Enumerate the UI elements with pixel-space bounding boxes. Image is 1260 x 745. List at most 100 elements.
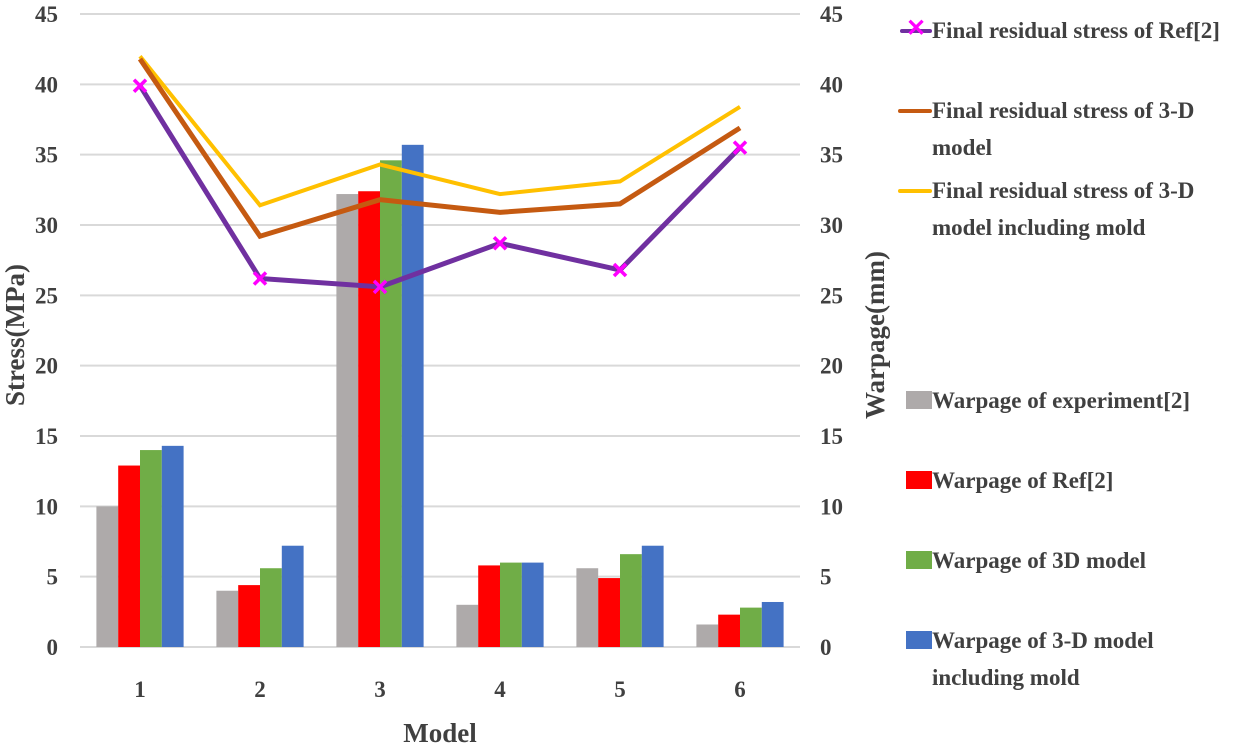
bar [500, 562, 522, 647]
legend-item-3d-warpage[interactable]: Warpage of 3D model [880, 548, 1252, 579]
y-tick-label-left: 15 [35, 424, 58, 449]
bar [336, 194, 359, 647]
bar [118, 465, 140, 647]
legend: ✕ Final residual stress of Ref[2] Final … [880, 0, 1260, 745]
x-marker-stroke [492, 236, 508, 251]
legend-line-swatch [898, 189, 932, 193]
legend-item-3d-mold-stress[interactable]: Final residual stress of 3-D model inclu… [880, 178, 1252, 246]
y-tick-label-right: 35 [820, 143, 843, 168]
x-marker-stroke [252, 271, 268, 286]
y-tick-label-left: 5 [47, 565, 59, 590]
y-axis-title-left: Stress(MPa) [0, 264, 30, 406]
legend-box-swatch [906, 551, 932, 569]
y-tick-label-left: 10 [35, 494, 58, 519]
bar [161, 445, 184, 647]
bars [96, 144, 784, 648]
y-tick-label-left: 45 [35, 2, 58, 27]
legend-label: Final residual stress of 3-D model inclu… [932, 178, 1195, 240]
y-tick-label-right: 40 [820, 72, 843, 97]
line-icon [880, 178, 932, 204]
lines [137, 54, 742, 290]
y-tick-label-right: 25 [820, 283, 843, 308]
y-tick-label-left: 20 [35, 354, 58, 379]
legend-label: Final residual stress of Ref[2] [932, 18, 1220, 43]
x-marker [252, 271, 268, 286]
x-marker-stroke [372, 279, 388, 295]
square-icon [880, 548, 932, 574]
legend-label: Warpage of Ref[2] [932, 468, 1114, 493]
square-icon [880, 388, 932, 414]
y-tick-label-left: 25 [35, 283, 58, 308]
bar [521, 562, 544, 647]
legend-label: Warpage of 3D model [932, 548, 1147, 573]
legend-label: Final residual stress of 3-D model [932, 98, 1195, 160]
x-tick-label: 5 [614, 677, 626, 702]
series-line [137, 84, 742, 290]
x-tick-label: 1 [134, 677, 146, 702]
x-marker [612, 262, 628, 278]
x-marker-stroke [732, 140, 748, 155]
legend-box-swatch [906, 631, 932, 649]
legend-item-3d-mold-warpage[interactable]: Warpage of 3-D model including mold [880, 628, 1192, 696]
markers [132, 78, 748, 295]
bar [761, 601, 784, 647]
bar [260, 568, 282, 647]
y-tick-label-right: 5 [820, 565, 832, 590]
bar [238, 585, 260, 647]
line-icon [880, 98, 932, 124]
y-tick-label-left: 35 [35, 143, 58, 168]
x-marker [132, 78, 148, 93]
series-line [137, 57, 742, 240]
square-icon [880, 468, 932, 494]
legend-item-exp-warpage[interactable]: Warpage of experiment[2] [880, 388, 1252, 419]
legend-label: Warpage of 3-D model including mold [932, 628, 1154, 690]
square-icon [880, 628, 932, 654]
legend-item-ref2-stress[interactable]: ✕ Final residual stress of Ref[2] [880, 16, 1252, 49]
bar [598, 578, 620, 647]
x-marker-stroke [132, 78, 148, 93]
bar [478, 565, 500, 647]
legend-item-ref2-warpage[interactable]: Warpage of Ref[2] [880, 468, 1252, 499]
y-tick-label-left: 0 [47, 635, 59, 660]
bar [358, 191, 380, 648]
x-marker [732, 140, 748, 155]
x-marker-stroke [612, 262, 628, 278]
bar [96, 506, 119, 647]
gridlines [80, 13, 800, 648]
bar [281, 545, 304, 647]
legend-box-swatch [906, 391, 932, 409]
x-marker [372, 279, 388, 295]
bar [140, 450, 162, 647]
bar [718, 614, 740, 647]
legend-label: Warpage of experiment[2] [932, 388, 1191, 413]
x-axis-title: Model [403, 718, 477, 745]
x-tick-label: 4 [494, 677, 506, 702]
legend-item-3d-stress[interactable]: Final residual stress of 3-D model [880, 98, 1252, 166]
y-tick-label-right: 20 [820, 354, 843, 379]
y-tick-label-right: 0 [820, 635, 832, 660]
y-tick-label-right: 10 [820, 494, 843, 519]
bar [576, 568, 599, 647]
bar [696, 624, 719, 647]
x-tick-label: 6 [734, 677, 746, 702]
y-tick-label-right: 45 [820, 2, 843, 27]
bar [641, 545, 664, 647]
y-tick-label-right: 15 [820, 424, 843, 449]
series-line [138, 54, 742, 208]
x-marker-icon: ✕ [906, 16, 927, 42]
legend-line-swatch [898, 109, 932, 113]
bar [216, 590, 239, 647]
bar [456, 604, 479, 647]
bar [620, 554, 642, 647]
legend-line-swatch [900, 29, 932, 33]
bar [740, 607, 762, 647]
bar [401, 144, 424, 647]
y-tick-label-left: 40 [35, 72, 58, 97]
x-marker [492, 236, 508, 251]
x-tick-label: 3 [374, 677, 386, 702]
line-with-x-marker-icon: ✕ [880, 16, 932, 44]
bar [380, 160, 402, 647]
y-tick-label-right: 30 [820, 213, 843, 238]
